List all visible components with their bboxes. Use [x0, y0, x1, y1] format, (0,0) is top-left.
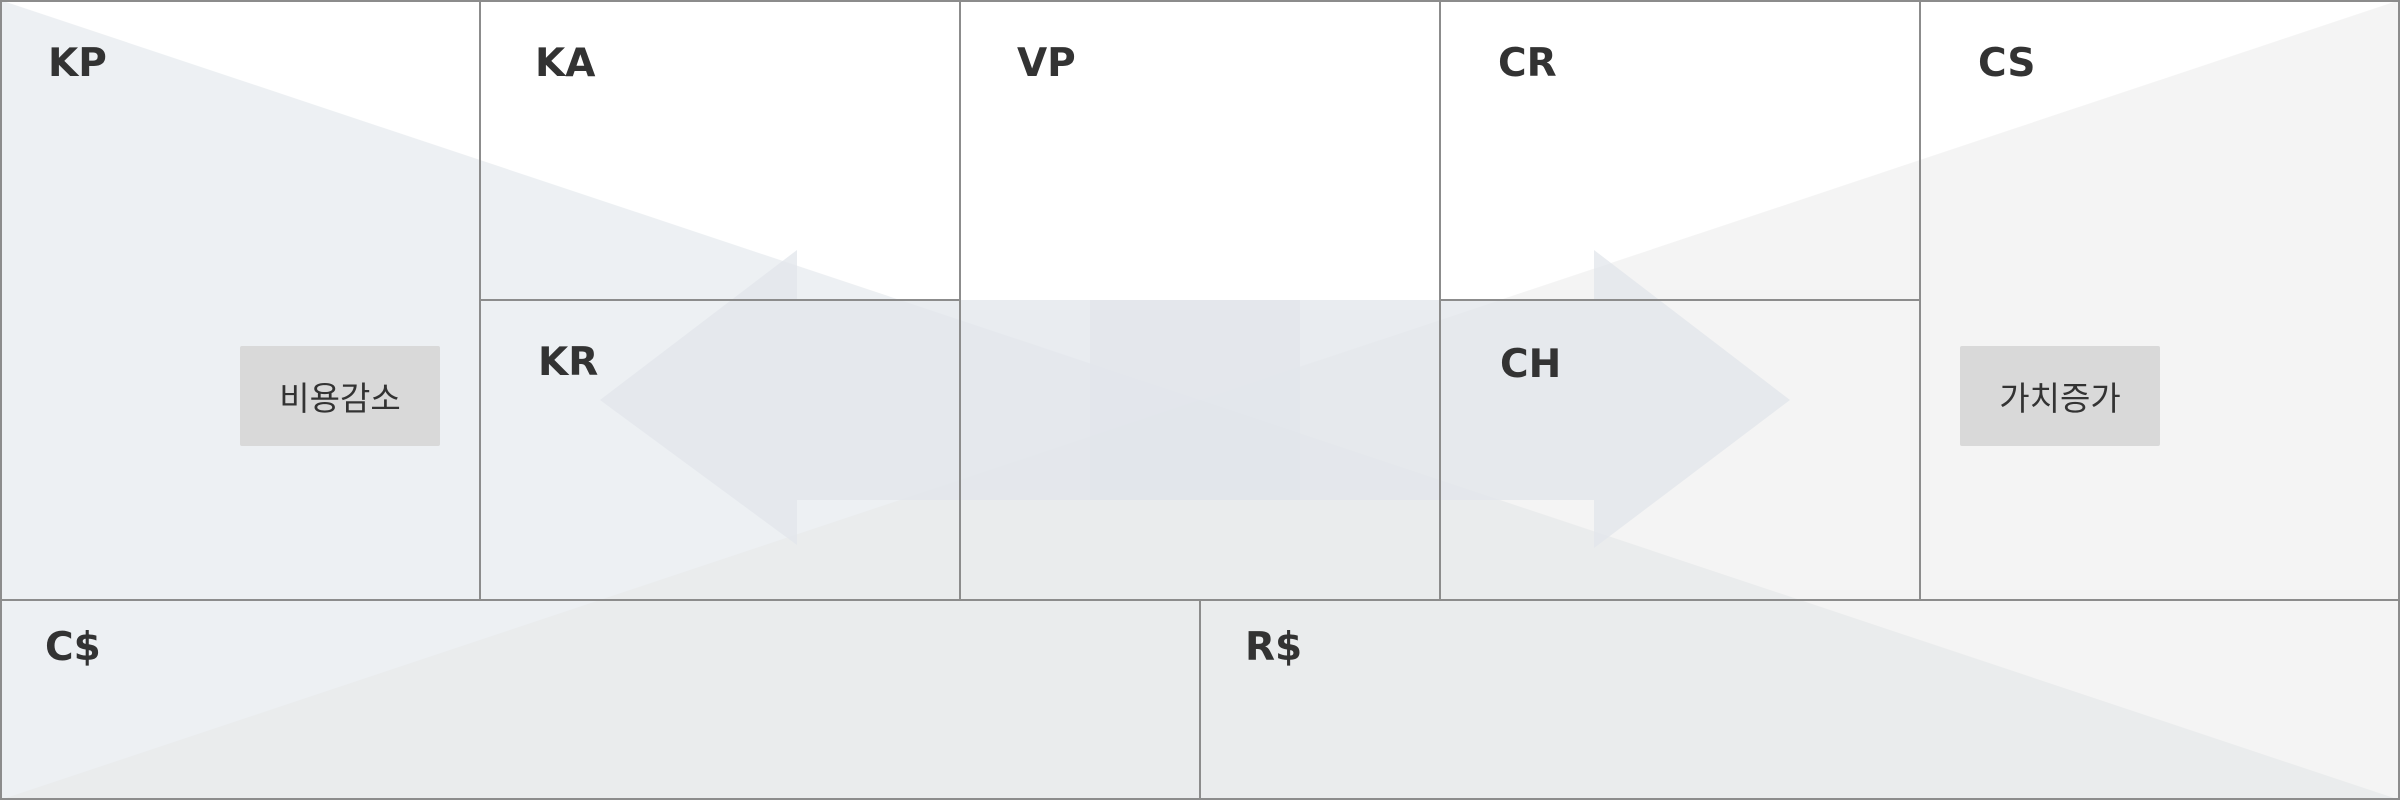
cost-reduction-tag: 비용감소 — [240, 346, 440, 446]
revenue-streams-label: R$ — [1245, 625, 1303, 670]
key-partners-label: KP — [48, 41, 107, 86]
cost-structure-label: C$ — [45, 625, 101, 670]
value-propositions-label: VP — [1017, 41, 1076, 86]
value-increase-tag: 가치증가 — [1960, 346, 2160, 446]
arrow-left-icon — [600, 250, 1300, 545]
key-resources-label: KR — [538, 340, 599, 385]
arrow-right-icon — [1090, 250, 1790, 548]
customer-segments-label: CS — [1978, 41, 2036, 86]
customer-relationships-label: CR — [1498, 41, 1557, 86]
key-activities-label: KA — [535, 41, 596, 86]
channels-label: CH — [1500, 342, 1562, 387]
